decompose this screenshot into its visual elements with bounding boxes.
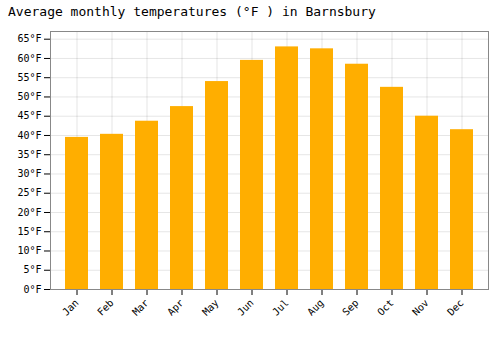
svg-text:Mar: Mar (130, 297, 151, 318)
svg-text:Jun: Jun (235, 297, 256, 318)
svg-text:15°F: 15°F (17, 226, 41, 237)
html-text:Average monthly temperatures (: Average monthly temperatures (°F ) in Ba… (8, 4, 376, 19)
svg-text:25°F: 25°F (17, 187, 41, 198)
svg-text:20°F: 20°F (17, 207, 41, 218)
svg-text:60°F: 60°F (17, 53, 41, 64)
svg-text:50°F: 50°F (17, 91, 41, 102)
svg-text:30°F: 30°F (17, 168, 41, 179)
svg-text:Aug: Aug (305, 297, 326, 318)
svg-text:Dec: Dec (445, 297, 466, 318)
svg-text:May: May (200, 297, 221, 318)
svg-text:Apr: Apr (165, 297, 186, 318)
svg-text:40°F: 40°F (17, 130, 41, 141)
svg-text:Oct: Oct (375, 297, 396, 318)
svg-text:Nov: Nov (410, 297, 431, 318)
svg-text:65°F: 65°F (17, 33, 41, 44)
svg-text:Jan: Jan (60, 297, 81, 318)
svg-text:55°F: 55°F (17, 72, 41, 83)
svg-text:Jul: Jul (270, 297, 291, 318)
svg-text:Sep: Sep (340, 297, 361, 318)
svg-text:10°F: 10°F (17, 245, 41, 256)
svg-text:0°F: 0°F (23, 284, 41, 295)
svg-text:35°F: 35°F (17, 149, 41, 160)
svg-text:Feb: Feb (95, 297, 116, 318)
svg-text:45°F: 45°F (17, 110, 41, 121)
svg-text:5°F: 5°F (23, 264, 41, 275)
